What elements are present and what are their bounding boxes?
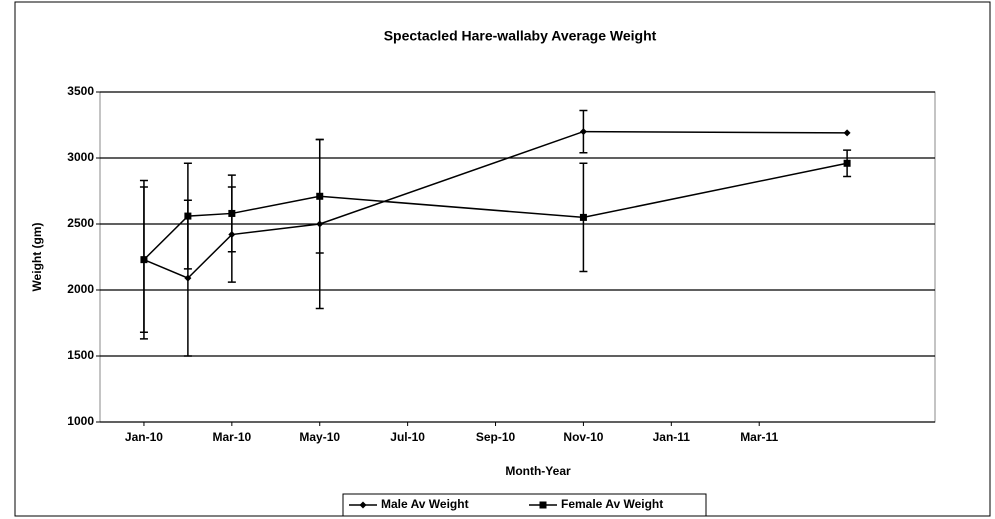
series-line xyxy=(143,130,848,280)
y-tick-label: 2500 xyxy=(67,216,94,230)
series-line xyxy=(143,162,848,261)
marker xyxy=(579,128,587,136)
x-tick-label: Mar-11 xyxy=(740,430,778,444)
x-tick-label: May-10 xyxy=(299,430,340,444)
plot-area xyxy=(99,91,936,423)
marker xyxy=(184,274,192,282)
y-tick-label: 1500 xyxy=(67,348,94,362)
x-tick-label: Jul-10 xyxy=(390,430,425,444)
y-axis-label: Weight (gm) xyxy=(30,222,44,291)
x-axis-label: Month-Year xyxy=(505,464,571,478)
marker xyxy=(579,213,587,221)
marker xyxy=(316,192,324,200)
chart-title: Spectacled Hare-wallaby Average Weight xyxy=(384,28,657,44)
legend-marker xyxy=(539,501,547,509)
y-tick-label: 1000 xyxy=(67,414,94,428)
marker xyxy=(140,256,148,264)
y-tick-label: 3000 xyxy=(67,150,94,164)
legend-label: Male Av Weight xyxy=(381,497,469,511)
x-tick-label: Mar-10 xyxy=(212,430,251,444)
x-tick-label: Jan-10 xyxy=(125,430,163,444)
legend-label: Female Av Weight xyxy=(561,497,663,511)
marker xyxy=(843,129,851,137)
legend-box xyxy=(342,493,707,517)
marker xyxy=(843,159,851,167)
legend-marker xyxy=(359,501,367,509)
x-tick-label: Nov-10 xyxy=(563,430,603,444)
y-tick-label: 2000 xyxy=(67,282,94,296)
y-tick-label: 3500 xyxy=(67,84,94,98)
x-tick-label: Sep-10 xyxy=(476,430,516,444)
x-tick-label: Jan-11 xyxy=(653,430,691,444)
marker xyxy=(184,212,192,220)
marker xyxy=(228,209,236,217)
